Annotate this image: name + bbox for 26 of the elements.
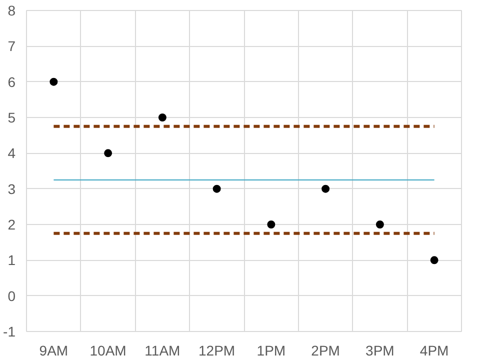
y-tick-label: 7 [8, 38, 16, 54]
point [322, 184, 330, 193]
point [212, 184, 221, 193]
x-tick-label: 4PM [420, 342, 449, 358]
point [376, 220, 384, 228]
x-tick-label: 1PM [256, 342, 286, 358]
y-tick-label: 5 [8, 110, 16, 126]
x-tick-label: 10AM [90, 342, 126, 358]
y-tick-label: -1 [3, 324, 16, 340]
x-tick-label: 9AM [39, 342, 68, 358]
y-tick-label: 4 [8, 145, 16, 162]
point [104, 149, 112, 158]
x-tick-label: 3PM [366, 342, 394, 358]
point [430, 256, 438, 264]
y-tick-label: 1 [8, 252, 16, 268]
point [158, 114, 166, 122]
y-tick-label: 3 [8, 180, 16, 197]
x-tick-label: 12PM [198, 342, 236, 358]
y-tick-label: 2 [8, 216, 16, 232]
x-tick-label: 2PM [311, 342, 340, 358]
x-tick-label: 11AM [144, 342, 180, 358]
y-tick-label: 6 [8, 74, 16, 90]
point [50, 78, 58, 86]
y-tick-label: 8 [8, 2, 16, 18]
point [267, 220, 276, 228]
y-tick-label: 0 [8, 288, 16, 304]
